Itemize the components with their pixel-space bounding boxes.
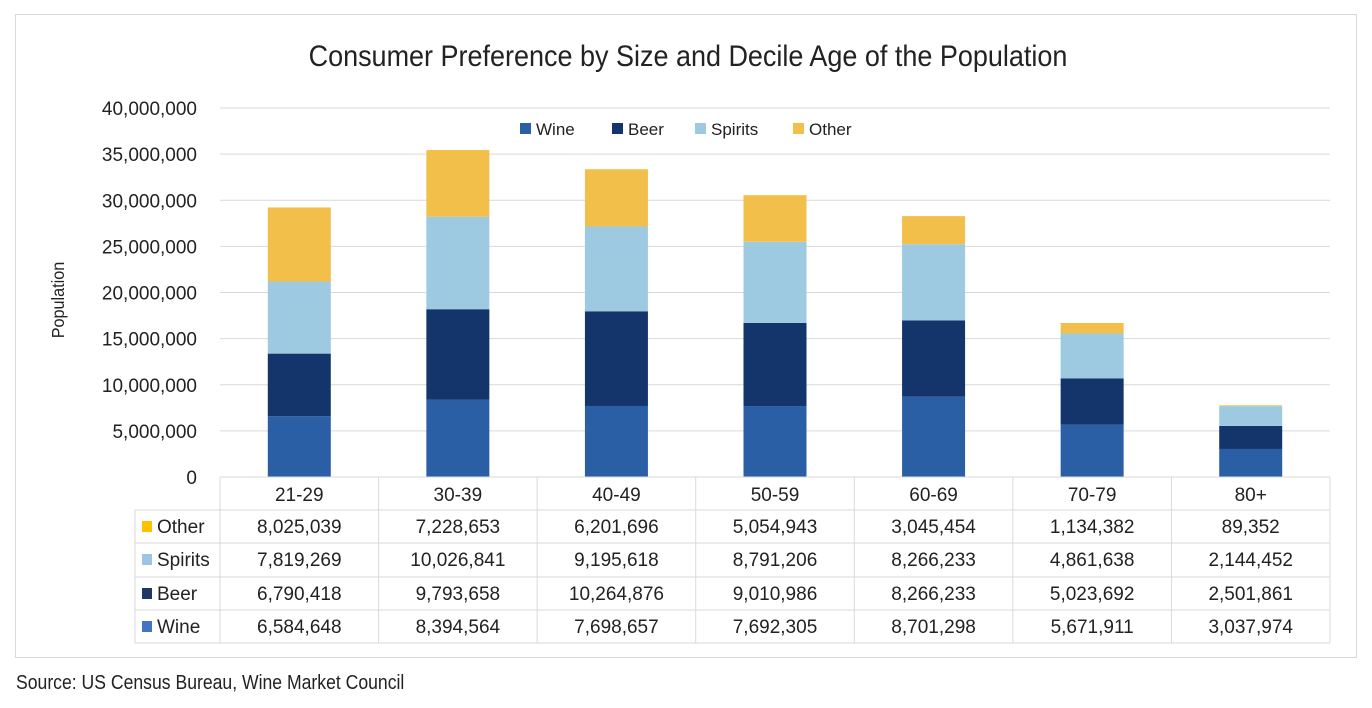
legend-label-beer: Beer	[628, 120, 664, 139]
legend-key-wine	[520, 123, 531, 134]
table-cell: 9,793,658	[416, 584, 501, 605]
y-tick-label: 15,000,000	[102, 330, 197, 351]
legend-key-beer	[612, 123, 623, 134]
bar-spirits	[743, 241, 807, 323]
table-row-label-wine: Wine	[157, 617, 200, 638]
bar-spirits	[584, 226, 648, 312]
table-cell: 3,037,974	[1208, 617, 1293, 638]
table-cell: 3,045,454	[891, 517, 976, 538]
table-row-label-beer: Beer	[157, 584, 198, 605]
table-cell: 7,692,305	[733, 617, 818, 638]
table-cell: 10,026,841	[410, 550, 505, 571]
bar-wine	[902, 396, 966, 477]
y-tick-label: 20,000,000	[102, 284, 197, 305]
table-cell: 8,266,233	[891, 584, 976, 605]
table-cell: 6,790,418	[257, 584, 342, 605]
bar-other	[1060, 323, 1124, 334]
bar-wine	[1060, 424, 1124, 477]
table-row-label-spirits: Spirits	[157, 550, 210, 571]
x-tick-label: 50-59	[751, 485, 800, 506]
bar-beer	[584, 311, 648, 406]
bar-beer	[267, 353, 331, 417]
bar-beer	[426, 309, 490, 400]
table-legend-key-wine	[142, 621, 152, 632]
bar-other	[267, 207, 331, 282]
bar-wine	[426, 399, 490, 477]
table-cell: 8,701,298	[891, 617, 976, 638]
table-cell: 6,201,696	[574, 517, 659, 538]
table-legend-key-other	[142, 521, 152, 532]
y-tick-label: 5,000,000	[112, 422, 197, 443]
table-cell: 5,671,911	[1051, 617, 1134, 638]
chart-frame	[15, 14, 1357, 658]
legend-key-spirits	[695, 123, 706, 134]
y-tick-label: 30,000,000	[102, 191, 197, 212]
x-tick-label: 80+	[1235, 485, 1267, 506]
table-row-label-other: Other	[157, 517, 205, 538]
x-tick-label: 70-79	[1068, 485, 1117, 506]
y-tick-label: 40,000,000	[102, 99, 197, 120]
bar-spirits	[1219, 406, 1283, 426]
table-cell: 9,010,986	[733, 584, 818, 605]
x-tick-label: 40-49	[592, 485, 641, 506]
table-cell: 5,054,943	[733, 517, 818, 538]
table-cell: 89,352	[1222, 517, 1280, 538]
bar-beer	[1219, 425, 1283, 449]
bar-wine	[267, 416, 331, 477]
legend-key-other	[793, 123, 804, 134]
table-cell: 8,025,039	[257, 517, 342, 538]
bar-other	[743, 195, 807, 242]
table-cell: 9,195,618	[574, 550, 659, 571]
table-cell: 8,266,233	[891, 550, 976, 571]
bar-wine	[1219, 448, 1283, 477]
bar-wine	[584, 405, 648, 477]
legend-label-other: Other	[809, 120, 852, 139]
bar-beer	[743, 322, 807, 407]
bar-other	[584, 169, 648, 227]
x-tick-label: 30-39	[434, 485, 483, 506]
y-tick-label: 25,000,000	[102, 237, 197, 258]
table-legend-key-spirits	[142, 554, 152, 565]
bar-other	[426, 150, 490, 217]
chart-title: Consumer Preference by Size and Decile A…	[309, 40, 1068, 74]
y-tick-label: 10,000,000	[102, 376, 197, 397]
legend-label-spirits: Spirits	[711, 120, 758, 139]
table-legend-key-beer	[142, 588, 152, 599]
bar-spirits	[902, 244, 966, 321]
source-note: Source: US Census Bureau, Wine Market Co…	[16, 672, 405, 694]
y-tick-label: 35,000,000	[102, 145, 197, 166]
x-tick-label: 60-69	[909, 485, 958, 506]
bar-spirits	[1060, 333, 1124, 379]
table-cell: 2,144,452	[1208, 550, 1293, 571]
y-tick-label: 0	[186, 468, 197, 489]
table-cell: 2,501,861	[1208, 584, 1293, 605]
bar-spirits	[267, 281, 331, 354]
table-cell: 7,228,653	[416, 517, 501, 538]
table-cell: 10,264,876	[569, 584, 664, 605]
table-cell: 6,584,648	[257, 617, 342, 638]
bar-spirits	[426, 216, 490, 310]
table-cell: 7,698,657	[574, 617, 659, 638]
table-cell: 8,394,564	[416, 617, 501, 638]
bar-other	[1219, 405, 1283, 407]
bar-wine	[743, 406, 807, 477]
bar-other	[902, 216, 966, 245]
table-cell: 7,819,269	[257, 550, 342, 571]
table-cell: 4,861,638	[1050, 550, 1135, 571]
table-cell: 8,791,206	[733, 550, 818, 571]
table-cell: 1,134,382	[1050, 517, 1135, 538]
bar-beer	[1060, 378, 1124, 425]
bar-beer	[902, 320, 966, 397]
y-axis-label: Population	[48, 262, 68, 339]
legend-label-wine: Wine	[536, 120, 575, 139]
x-tick-label: 21-29	[275, 485, 324, 506]
table-cell: 5,023,692	[1050, 584, 1135, 605]
